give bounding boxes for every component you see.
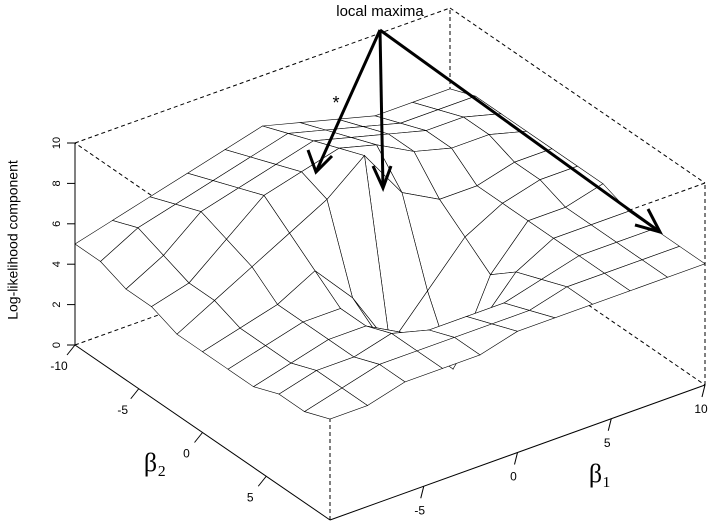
annotation-marker: *: [332, 93, 339, 113]
y-tick-label: 5: [247, 490, 254, 504]
x-tick-label: 10: [694, 402, 708, 416]
x-tick-label: 0: [510, 470, 517, 484]
surface-cell: [303, 387, 369, 420]
x-axis-label: β₁: [589, 459, 611, 488]
y-tick: [257, 475, 267, 487]
arrow-head: [371, 165, 393, 192]
x-tick-label: 5: [604, 436, 611, 450]
y-axis-label: β₂: [144, 448, 166, 477]
y-tick: [194, 432, 203, 443]
x-tick: [607, 418, 612, 431]
y-tick-label: -5: [117, 403, 128, 417]
z-tick-label: 2: [51, 302, 63, 308]
arrow: [379, 28, 661, 234]
arrow: [378, 29, 385, 189]
box-edge: [74, 7, 451, 144]
y-tick-label: -10: [50, 359, 68, 373]
arrow-head: [634, 208, 663, 235]
x-tick: [701, 384, 706, 398]
z-tick-label: 4: [51, 261, 63, 267]
x-tick: [420, 486, 425, 499]
y-tick-label: 0: [183, 447, 190, 461]
x-tick: [514, 452, 518, 465]
z-tick-label: 0: [51, 342, 63, 348]
box-edge: [449, 7, 706, 184]
arrow: [314, 29, 382, 173]
plot: [74, 7, 706, 521]
z-tick-label: 10: [51, 137, 63, 149]
z-axis-label: Log-likelihood component: [5, 160, 21, 320]
arrow-head: [306, 149, 334, 175]
y-tick: [66, 344, 76, 356]
x-tick-label: -5: [414, 503, 425, 517]
annotation-text: local maxima: [336, 3, 424, 20]
z-tick-label: 8: [51, 180, 63, 186]
y-tick: [130, 388, 140, 400]
annotation: [306, 28, 663, 235]
z-tick-label: 6: [51, 221, 63, 227]
